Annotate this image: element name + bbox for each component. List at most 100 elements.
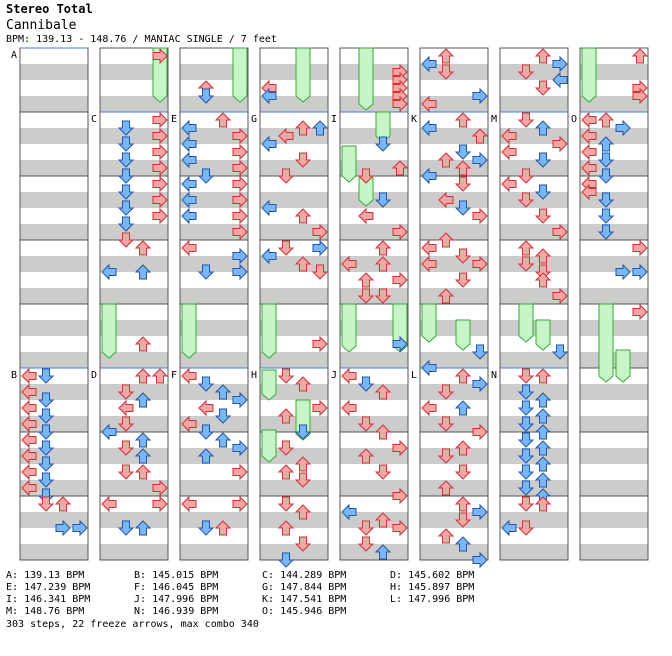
step-arrow [471, 128, 489, 144]
step-arrow [232, 223, 248, 241]
step-arrow [232, 439, 248, 457]
step-arrow [134, 448, 152, 464]
step-arrow [454, 176, 472, 192]
step-arrow [134, 368, 152, 384]
beat-stripe [340, 96, 408, 112]
step-arrow [312, 399, 328, 417]
beat-stripe [420, 128, 488, 144]
bpm-marker-label: F [171, 370, 177, 381]
step-arrow [392, 519, 408, 537]
step-arrow [517, 480, 535, 496]
freeze-arrow [598, 303, 614, 383]
beat-stripe [580, 192, 648, 208]
bpm-entry-e: E: 147.239 BPM [6, 582, 91, 593]
step-arrow [294, 456, 312, 472]
bpm-entry-g: G: 147.844 BPM [262, 582, 347, 593]
step-arrow [374, 384, 392, 400]
beat-stripe [340, 320, 408, 336]
beat-stripe [180, 192, 248, 208]
step-arrow [437, 416, 455, 432]
step-arrow [151, 368, 169, 384]
beat-stripe [500, 96, 568, 112]
step-arrow [261, 79, 277, 97]
step-arrow [597, 208, 615, 224]
beat-stripe [180, 544, 248, 560]
step-arrow [534, 264, 552, 280]
freeze-arrow [615, 349, 631, 383]
step-arrow [152, 127, 168, 145]
step-arrow [392, 439, 408, 457]
step-arrow [374, 464, 392, 480]
step-arrow [117, 168, 135, 184]
beat-stripe [180, 320, 248, 336]
step-arrow [312, 335, 328, 353]
step-arrow [501, 143, 517, 161]
step-arrow [312, 223, 328, 241]
beat-stripe [420, 96, 488, 112]
step-arrow [392, 95, 408, 113]
step-arrow [374, 256, 392, 272]
freeze-arrow [232, 47, 248, 103]
step-arrow [501, 175, 517, 193]
bpm-row: M: 148.76 BPM N: 146.939 BPM O: 145.946 … [6, 606, 518, 618]
beat-stripe [20, 448, 88, 464]
step-arrow [117, 152, 135, 168]
chart-column [339, 47, 409, 561]
step-arrow [392, 223, 408, 241]
step-arrow [294, 208, 312, 224]
beat-stripe [420, 416, 488, 432]
step-arrow [357, 416, 375, 432]
step-arrow [37, 392, 55, 408]
beat-stripe [580, 416, 648, 432]
beat-stripe [500, 192, 568, 208]
step-arrow [294, 152, 312, 168]
column-border [259, 47, 329, 561]
beat-stripe [100, 96, 168, 112]
step-arrow [472, 423, 488, 441]
step-arrow [277, 440, 295, 456]
bpm-row: E: 147.239 BPM F: 146.045 BPM G: 147.844… [6, 582, 518, 594]
beat-stripe [580, 512, 648, 528]
beat-stripe [20, 96, 88, 112]
step-arrow [277, 520, 295, 536]
step-arrow [357, 288, 375, 304]
chart-column [99, 47, 169, 561]
step-arrow [341, 503, 357, 521]
beat-stripe [180, 96, 248, 112]
beat-stripe [420, 512, 488, 528]
step-arrow [454, 368, 472, 384]
column-border [419, 47, 489, 561]
step-arrow [294, 504, 312, 520]
bpm-marker-label: G [251, 114, 257, 125]
step-arrow [277, 464, 295, 480]
step-arrow [552, 135, 568, 153]
step-arrow [37, 408, 55, 424]
step-arrow [117, 384, 135, 400]
step-arrow [454, 400, 472, 416]
step-arrow [357, 520, 375, 536]
step-arrow [181, 135, 197, 153]
bpm-entry-a: A: 139.13 BPM [6, 570, 85, 581]
step-arrow [437, 232, 455, 248]
step-arrow [117, 416, 135, 432]
step-arrow [517, 112, 535, 128]
beat-stripe [20, 64, 88, 80]
step-arrow [534, 184, 552, 200]
freeze-arrow [518, 303, 534, 343]
step-arrow [454, 536, 472, 552]
step-arrow [597, 224, 615, 240]
step-arrow [437, 152, 455, 168]
beat-stripe [420, 320, 488, 336]
step-arrow [392, 63, 408, 81]
step-arrow [294, 256, 312, 272]
step-arrow [37, 496, 55, 512]
bpm-entry-c: C: 144.289 BPM [262, 570, 347, 581]
step-arrow [631, 48, 649, 64]
beat-stripe [100, 480, 168, 496]
beat-stripe [420, 192, 488, 208]
freeze-arrow [358, 177, 374, 207]
step-arrow [421, 95, 437, 113]
step-arrow [438, 191, 454, 209]
step-arrow [501, 127, 517, 145]
beat-stripe [340, 544, 408, 560]
